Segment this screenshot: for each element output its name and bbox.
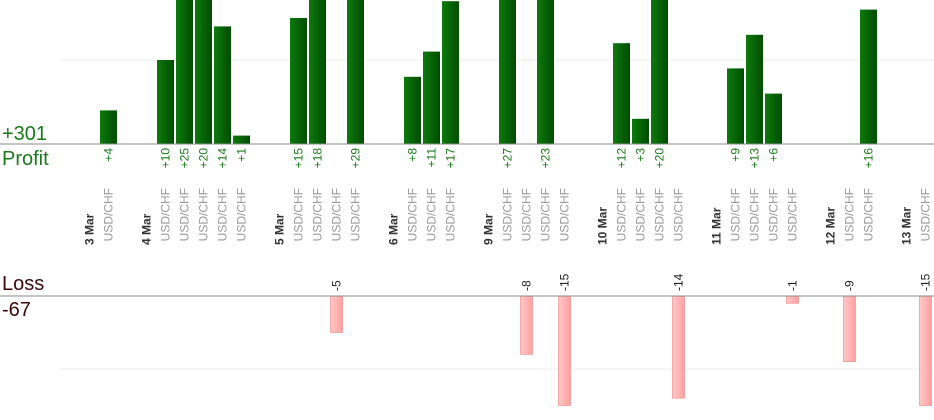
profit-value-label: +4 xyxy=(102,148,116,162)
profit-bar xyxy=(347,0,364,145)
profit-value-label: +23 xyxy=(539,148,553,169)
symbol-label: USD/CHF xyxy=(843,188,857,241)
profit-label: Profit xyxy=(2,148,49,170)
symbol-label: USD/CHF xyxy=(406,188,420,241)
profit-value-label: +6 xyxy=(767,148,781,162)
profit-bar xyxy=(309,0,326,144)
symbol-label: USD/CHF xyxy=(330,188,344,241)
symbol-label: USD/CHF xyxy=(634,188,648,241)
symbol-label: USD/CHF xyxy=(159,188,173,241)
date-label: 13 Mar xyxy=(900,207,914,245)
date-label: 12 Mar xyxy=(824,207,838,245)
symbol-label: USD/CHF xyxy=(615,188,629,241)
profit-value-label: +16 xyxy=(862,148,876,169)
profit-value-label: +20 xyxy=(197,148,211,169)
date-label: 9 Mar xyxy=(482,213,496,245)
profit-bar xyxy=(651,0,668,144)
profit-bar xyxy=(499,0,516,144)
profit-bar xyxy=(233,135,250,144)
loss-bar xyxy=(843,295,856,363)
profit-bar xyxy=(442,1,459,145)
profit-bar xyxy=(727,68,744,144)
symbol-label: USD/CHF xyxy=(748,188,762,241)
symbol-label: USD/CHF xyxy=(558,188,572,241)
symbol-label: USD/CHF xyxy=(102,188,116,241)
profit-bar xyxy=(404,76,421,144)
symbol-label: USD/CHF xyxy=(216,188,230,241)
symbol-label: USD/CHF xyxy=(311,188,325,241)
profit-value-label: +12 xyxy=(615,148,629,169)
profit-value-label: +1 xyxy=(235,148,249,162)
loss-value-label: -15 xyxy=(919,273,933,291)
profit-value-label: +15 xyxy=(292,148,306,169)
profit-bar xyxy=(214,26,231,144)
date-label: 11 Mar xyxy=(710,207,724,245)
date-label: 3 Mar xyxy=(83,213,97,245)
profit-bar xyxy=(290,18,307,144)
symbol-label: USD/CHF xyxy=(919,188,933,241)
symbol-label: USD/CHF xyxy=(786,188,800,241)
symbol-label: USD/CHF xyxy=(501,188,515,241)
loss-value-label: -8 xyxy=(520,280,534,291)
profit-bar xyxy=(537,0,554,144)
profit-bar xyxy=(765,93,782,144)
loss-value-label: -1 xyxy=(786,280,800,291)
profit-value-label: +8 xyxy=(406,148,420,162)
profit-bar xyxy=(176,0,193,144)
symbol-label: USD/CHF xyxy=(539,188,553,241)
profit-total: +301 xyxy=(2,123,47,145)
profit-bar xyxy=(423,51,440,144)
loss-bar xyxy=(919,295,932,406)
loss-value-label: -9 xyxy=(843,280,857,291)
loss-label: Loss xyxy=(2,273,44,295)
profit-value-label: +27 xyxy=(501,148,515,169)
date-label: 6 Mar xyxy=(387,213,401,245)
symbol-label: USD/CHF xyxy=(292,188,306,241)
loss-value-label: -15 xyxy=(558,273,572,291)
loss-bar xyxy=(520,295,533,355)
profit-bar xyxy=(195,0,212,144)
symbol-label: USD/CHF xyxy=(444,188,458,241)
date-label: 4 Mar xyxy=(140,213,154,245)
profit-bar xyxy=(746,34,763,144)
loss-total: -67 xyxy=(2,299,31,321)
symbol-label: USD/CHF xyxy=(178,188,192,241)
profit-bar xyxy=(157,60,174,144)
symbol-label: USD/CHF xyxy=(672,188,686,241)
loss-bar xyxy=(330,295,343,333)
profit-value-label: +11 xyxy=(425,148,439,168)
profit-value-label: +17 xyxy=(444,148,458,169)
symbol-label: USD/CHF xyxy=(729,188,743,241)
loss-value-label: -5 xyxy=(330,280,344,291)
loss-bar xyxy=(558,295,571,406)
loss-value-label: -14 xyxy=(672,273,686,291)
date-label: 5 Mar xyxy=(273,213,287,245)
symbol-label: USD/CHF xyxy=(197,188,211,241)
profit-bar xyxy=(613,43,630,145)
profit-value-label: +3 xyxy=(634,148,648,162)
date-label: 10 Mar xyxy=(596,207,610,245)
symbol-label: USD/CHF xyxy=(349,188,363,241)
profit-value-label: +9 xyxy=(729,148,743,162)
profit-value-label: +20 xyxy=(653,148,667,169)
profit-value-label: +25 xyxy=(178,148,192,169)
profit-value-label: +13 xyxy=(748,148,762,169)
loss-bar xyxy=(786,295,799,304)
profit-bar xyxy=(100,110,117,144)
symbol-label: USD/CHF xyxy=(425,188,439,241)
profit-value-label: +14 xyxy=(216,148,230,169)
symbol-label: USD/CHF xyxy=(767,188,781,241)
profit-value-label: +10 xyxy=(159,148,173,169)
symbol-label: USD/CHF xyxy=(653,188,667,241)
loss-bar xyxy=(672,295,685,399)
symbol-label: USD/CHF xyxy=(520,188,534,241)
symbol-label: USD/CHF xyxy=(235,188,249,241)
profit-value-label: +18 xyxy=(311,148,325,169)
profit-bar xyxy=(860,9,877,144)
profit-value-label: +29 xyxy=(349,148,363,169)
profit-bar xyxy=(632,118,649,144)
symbol-label: USD/CHF xyxy=(862,188,876,241)
